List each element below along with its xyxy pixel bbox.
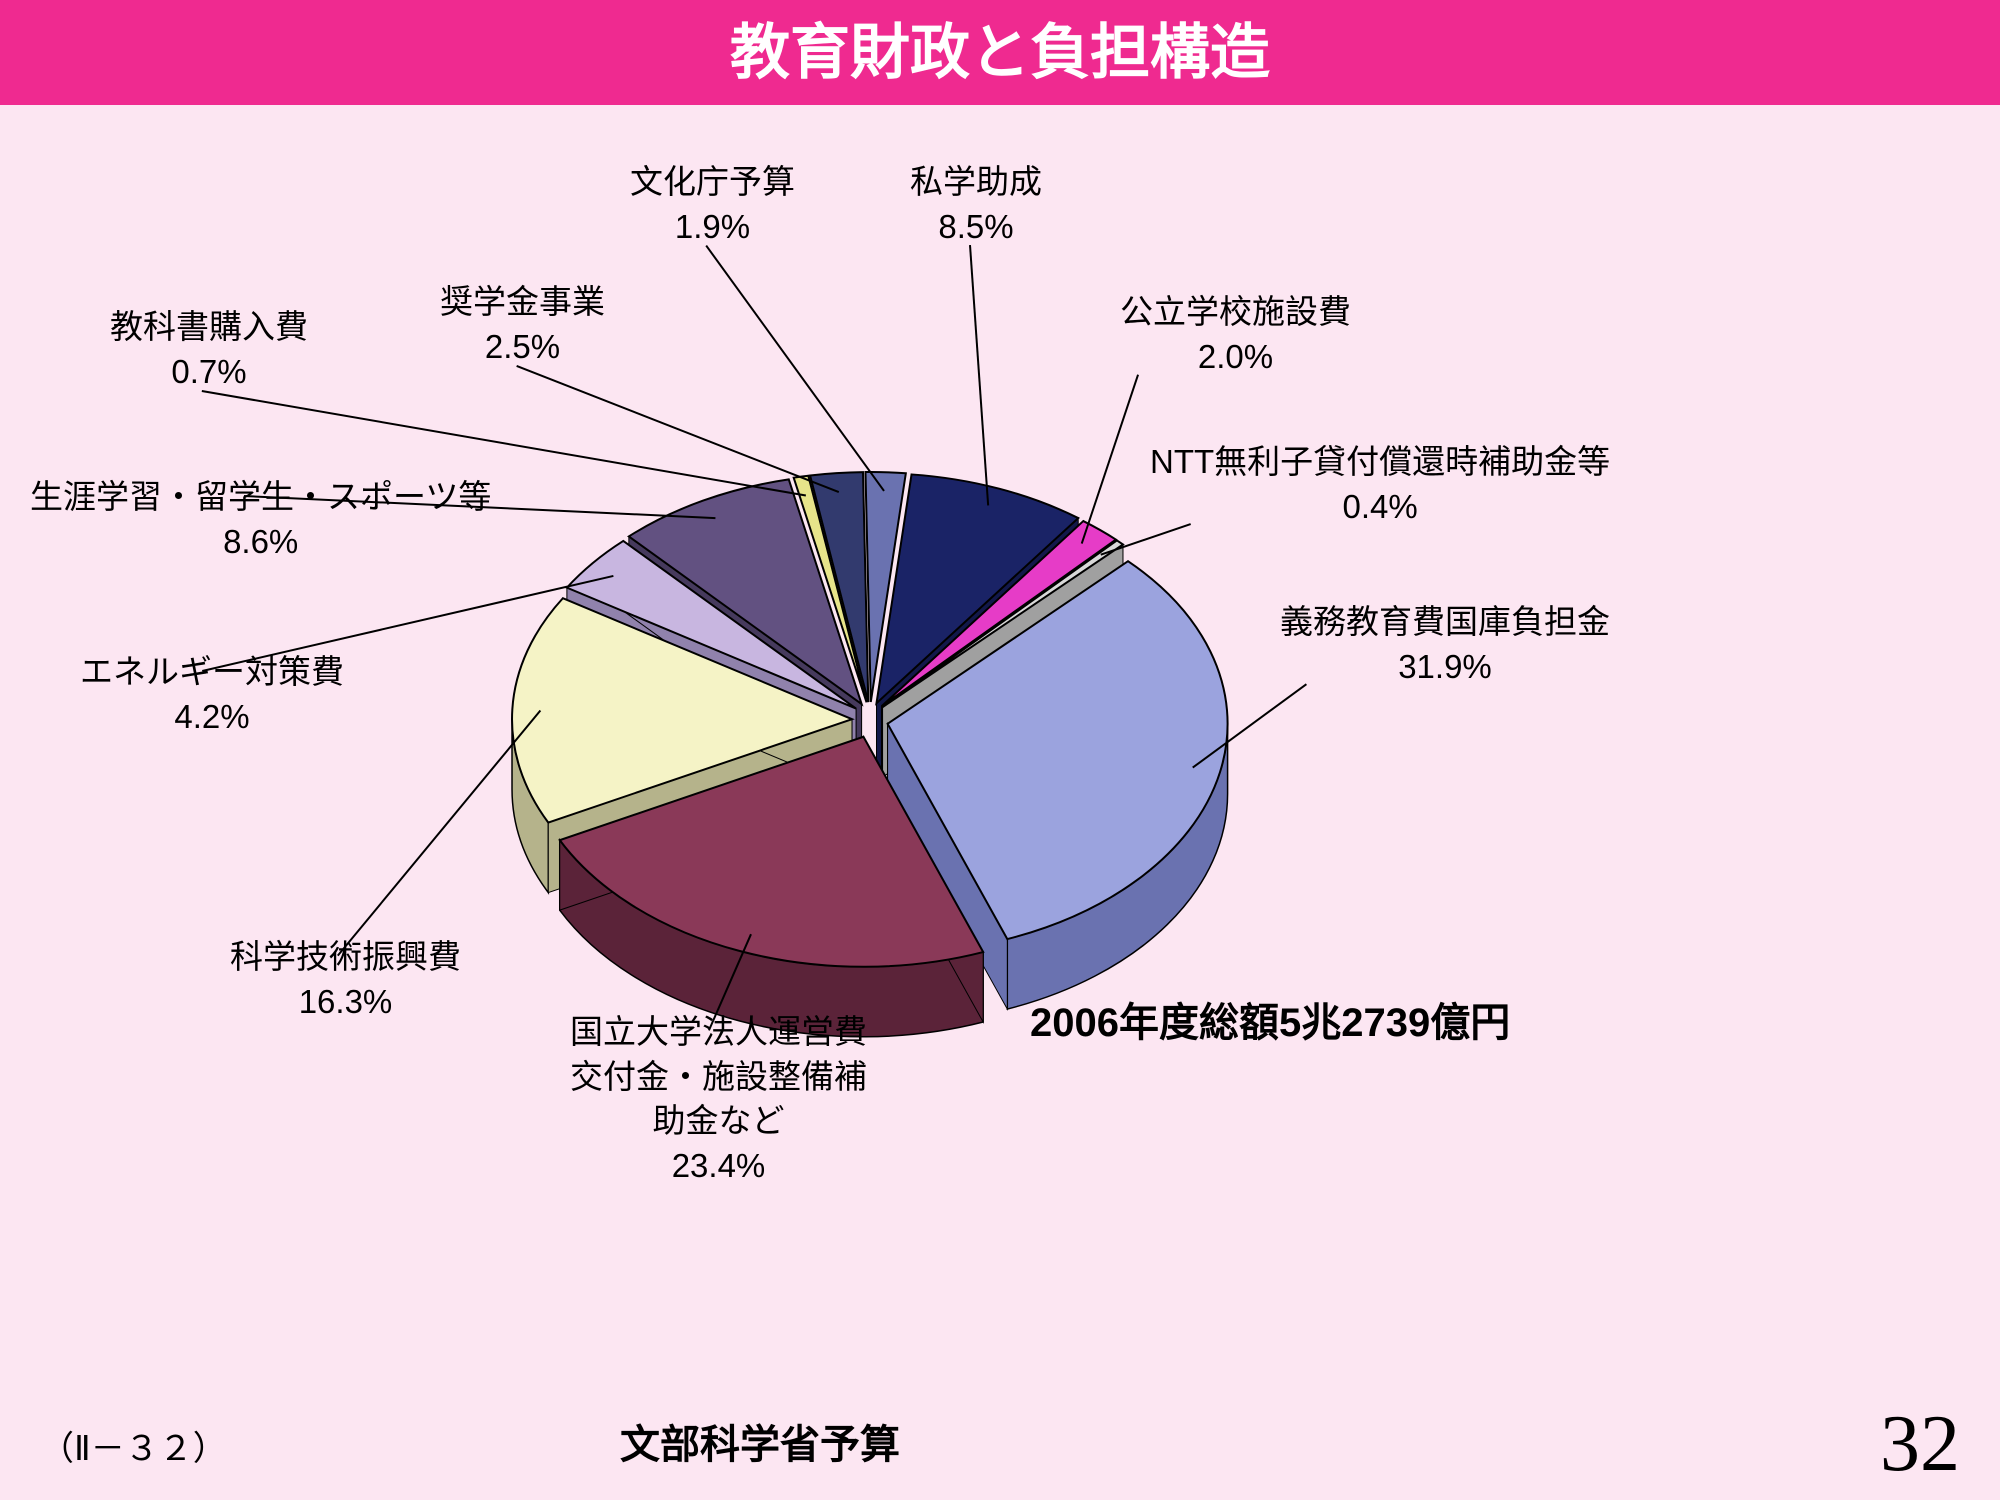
slice-label: 公立学校施設費 2.0% xyxy=(1120,290,1351,379)
slice-label: エネルギー対策費 4.2% xyxy=(80,650,344,739)
slice-label: 教科書購入費 0.7% xyxy=(110,305,308,394)
slice-label: 奨学金事業 2.5% xyxy=(440,280,605,369)
slice-label: 義務教育費国庫負担金 31.9% xyxy=(1280,600,1610,689)
footer-page-ref: （Ⅱ－３２） xyxy=(40,1421,227,1470)
slice-label: 科学技術振興費 16.3% xyxy=(230,935,461,1024)
slice-label: 国立大学法人運営費 交付金・施設整備補 助金など 23.4% xyxy=(570,1010,867,1188)
footer-page-number: 32 xyxy=(1880,1399,1960,1490)
slice-label: 私学助成 8.5% xyxy=(910,160,1042,249)
total-amount-text: 2006年度総額5兆2739億円 xyxy=(1030,990,1510,1048)
slice-label: 文化庁予算 1.9% xyxy=(630,160,795,249)
page-title: 教育財政と負担構造 xyxy=(0,0,2000,105)
slice-label: NTT無利子貸付償還時補助金等 0.4% xyxy=(1150,440,1610,529)
footer-source: 文部科学省予算 xyxy=(620,1412,900,1470)
page-title-text: 教育財政と負担構造 xyxy=(730,19,1270,86)
slice-label: 生涯学習・留学生・スポーツ等 8.6% xyxy=(30,475,491,564)
